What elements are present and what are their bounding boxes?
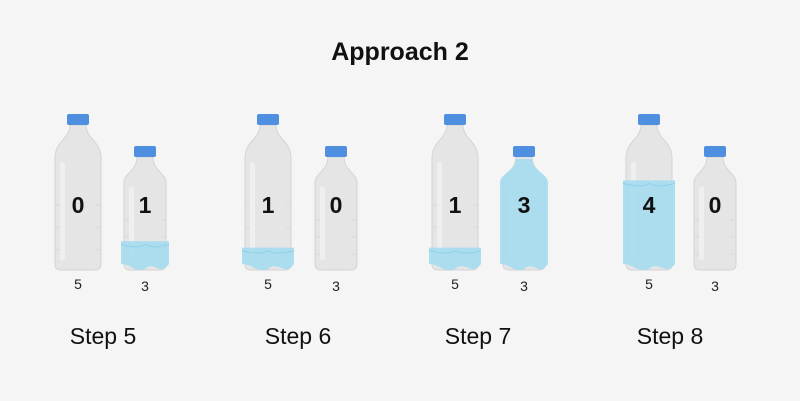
bottle-cap [325,146,347,157]
water-surface [622,182,676,187]
bottle-cap [638,114,660,125]
capacity-label: 3 [520,278,528,294]
capacity-label: 5 [264,276,272,292]
bottle-highlight [320,187,325,260]
volume-value: 0 [330,192,343,218]
water-surface [120,243,170,248]
bottle-cap [134,146,156,157]
bottle-cap [704,146,726,157]
bottle-large-step-2: 15 [241,114,295,292]
bottle-highlight [699,187,704,260]
bottle-cap [257,114,279,125]
bottle-small-step-4: 03 [693,146,737,294]
capacity-label: 3 [711,278,719,294]
bottle-small-step-1: 13 [120,146,170,294]
capacity-label: 3 [332,278,340,294]
water-fill [121,241,169,271]
volume-value: 0 [72,192,85,218]
step-label-4: Step 8 [637,323,704,349]
water-surface [428,250,482,254]
volume-value: 1 [139,192,152,218]
bottle-small-step-3: 33 [500,146,548,294]
bottle-large-step-4: 45 [622,114,676,292]
step-label-3: Step 7 [445,323,512,349]
water-surface [241,250,295,254]
bottle-highlight [437,162,442,260]
bottle-body [693,156,737,271]
bottle-small-step-2: 03 [314,146,358,294]
water-fill [500,159,548,271]
step-label-1: Step 5 [70,323,137,349]
volume-value: 1 [262,192,275,218]
bottle-highlight [60,162,65,260]
diagram-title: Approach 2 [331,38,469,66]
capacity-label: 5 [645,276,653,292]
volume-value: 0 [709,192,722,218]
bottle-cap [513,146,535,157]
bottle-cap [444,114,466,125]
volume-value: 1 [449,192,462,218]
bottle-large-step-3: 15 [428,114,482,292]
bottle-body [244,124,292,271]
bottle-highlight [250,162,255,260]
water-fill [623,180,675,271]
volume-value: 3 [518,192,531,218]
bottle-large-step-1: 05 [54,114,102,292]
bottle-body [54,124,102,271]
bottle-body [431,124,479,271]
bottle-cap [67,114,89,125]
capacity-label: 5 [451,276,459,292]
volume-value: 4 [643,192,656,218]
bottle-body [314,156,358,271]
capacity-label: 3 [141,278,149,294]
capacity-label: 5 [74,276,82,292]
step-label-2: Step 6 [265,323,332,349]
